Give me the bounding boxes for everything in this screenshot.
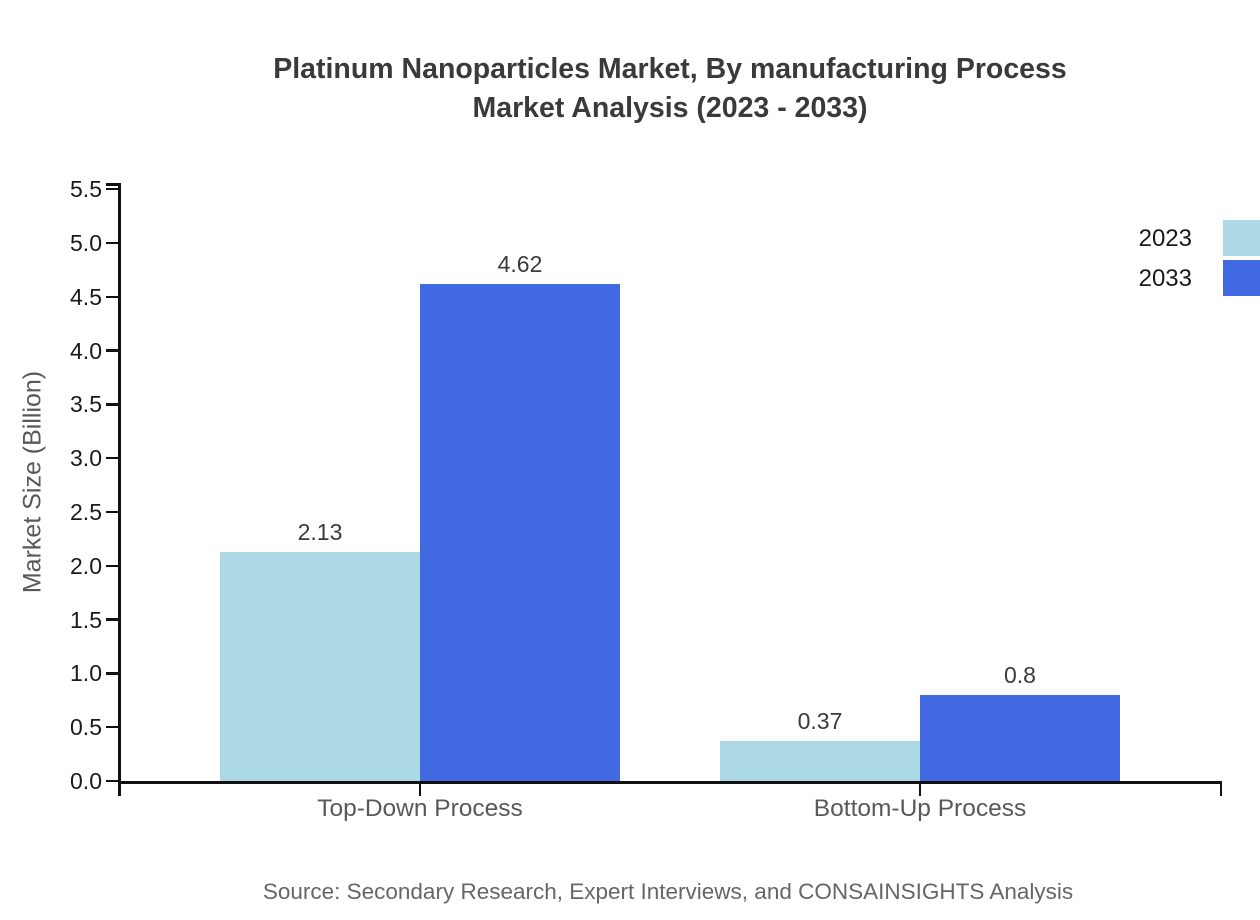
y-tick-mark [106,779,118,783]
y-tick-mark [106,564,118,568]
y-tick-mark [106,510,118,514]
y-tick-label: 0.0 [70,768,102,794]
y-tick-label: 2.5 [70,499,102,525]
y-tick-label: 1.5 [70,606,102,633]
plot-area: 2.13 4.62 0.37 0.8 [106,183,1222,796]
y-tick-mark [106,403,118,406]
bar-2023-top-down-process [220,551,420,781]
y-tick-label: 3.5 [70,391,102,418]
y-tick-mark [106,618,118,621]
bar-value-label: 0.8 [1004,661,1036,688]
y-tick-label: 5.5 [70,176,102,203]
y-tick-mark [106,241,118,245]
y-tick-mark [106,187,118,191]
y-tick-mark [106,456,118,460]
bar-2023-bottom-up-process [720,741,920,781]
y-tick-label: 5.0 [70,230,102,256]
x-tick-mark [918,781,922,796]
bar-value-label: 2.13 [297,518,343,545]
x-axis-end-cap [1219,781,1222,796]
bar-2033-top-down-process [420,283,620,781]
chart-title-line1: Platinum Nanoparticles Market, By manufa… [273,53,1067,85]
legend-swatch-2033 [1223,260,1260,296]
y-tick-label: 2.0 [70,552,102,579]
category-label-bottom-up-process: Bottom-Up Process [813,795,1027,822]
legend-label-2033: 2033 [1138,265,1192,292]
y-tick-mark [106,295,118,299]
source-note: Source: Secondary Research, Expert Inter… [262,879,1074,904]
category-label-top-down-process: Top-Down Process [317,795,523,822]
y-tick-mark [106,672,118,675]
y-tick-label: 0.5 [70,714,102,741]
x-tick-mark [418,781,422,796]
y-tick-mark [106,349,118,352]
bar-value-label: 4.62 [497,250,543,277]
y-axis-top-cap [106,183,118,186]
y-tick-label: 4.5 [70,283,102,310]
legend-label-2023: 2023 [1138,225,1192,252]
y-tick-label: 4.0 [70,337,102,364]
y-axis-line [118,183,121,796]
chart-title: Platinum Nanoparticles Market, By manufa… [80,50,1260,128]
x-axis-line [118,781,1222,784]
legend-swatch-2023 [1223,220,1260,256]
y-tick-label: 3.0 [70,445,102,472]
y-tick-mark [106,725,118,729]
chart-title-line2: Market Analysis (2023 - 2033) [472,92,868,124]
bar-value-label: 0.37 [797,708,843,735]
bar-2033-bottom-up-process [920,694,1120,781]
y-tick-label: 1.0 [70,660,102,687]
